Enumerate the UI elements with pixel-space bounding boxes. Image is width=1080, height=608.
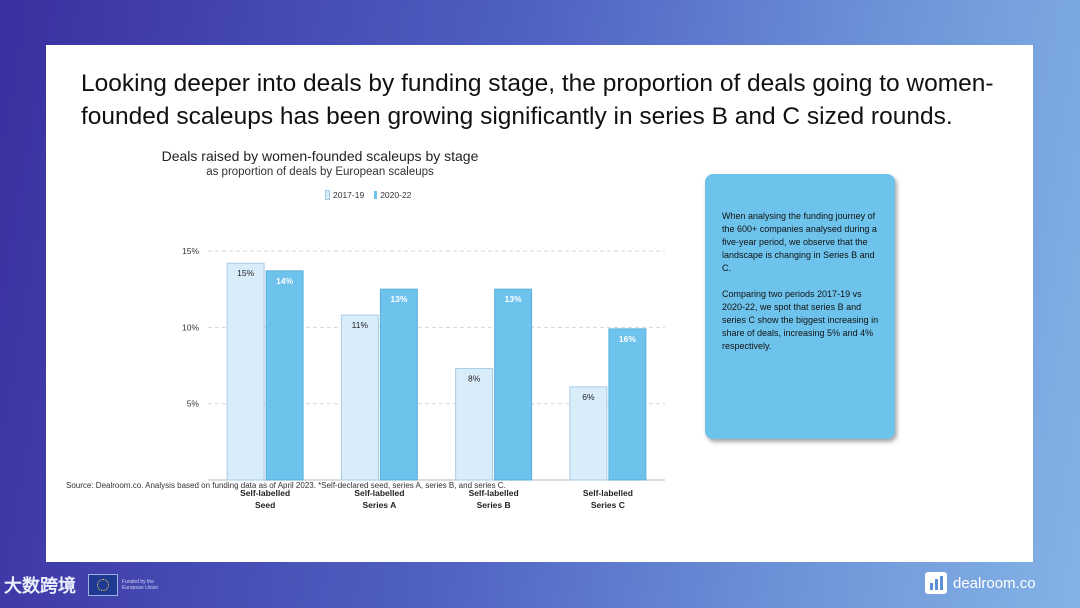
x-category-label-1-1: Series A: [363, 500, 397, 510]
insight-paragraph-2: Comparing two periods 2017-19 vs 2020-22…: [722, 289, 879, 351]
watermark-logo: 大数跨境: [4, 576, 76, 597]
legend-label-2020: 2020-22: [380, 190, 412, 200]
bar-2020-22-series-b: [494, 288, 533, 481]
bar-2017-19-series-b: [455, 368, 494, 481]
data-label-2017-19-series-c: 6%: [582, 392, 595, 402]
legend-item-2020: 2020-22: [374, 190, 411, 200]
y-tick-label-5: 5%: [187, 399, 200, 409]
data-label-2017-19-seed: 15%: [237, 268, 254, 278]
eu-funding-text: Funded by the European Union: [122, 579, 159, 591]
bar-2020-22-series-a: [379, 288, 418, 481]
insight-box: When analysing the funding journey of th…: [705, 174, 895, 439]
legend-swatch-2017: [325, 190, 330, 200]
bar-2017-19-series-c: [569, 386, 608, 481]
x-category-label-0-1: Seed: [255, 500, 275, 510]
bar-2020-22-series-c: [608, 328, 647, 481]
y-tick-label-15: 15%: [182, 246, 199, 256]
legend-item-2017: 2017-19: [325, 190, 364, 200]
y-tick-label-10: 10%: [182, 322, 199, 332]
x-category-label-1-0: Self-labelled: [354, 488, 404, 498]
chart-legend: 2017-19 2020-22: [325, 190, 411, 200]
data-label-2017-19-series-b: 8%: [468, 374, 481, 384]
x-category-label-2-1: Series B: [477, 500, 511, 510]
data-label-2020-22-series-c: 16%: [619, 334, 636, 344]
bar-2017-19-seed: [226, 262, 265, 481]
chart-title: Deals raised by women-founded scaleups b…: [161, 148, 479, 164]
slide-headline: Looking deeper into deals by funding sta…: [81, 70, 994, 130]
x-category-label-2-0: Self-labelled: [469, 488, 519, 498]
x-category-label-3-0: Self-labelled: [583, 488, 633, 498]
bar-2020-22-seed: [265, 270, 304, 481]
data-label-2020-22-series-a: 13%: [390, 294, 407, 304]
data-label-2020-22-series-b: 13%: [505, 294, 522, 304]
source-note: Source: Dealroom.co. Analysis based on f…: [66, 481, 506, 490]
legend-label-2017: 2017-19: [333, 190, 365, 200]
chart-subtitle: as proportion of deals by European scale…: [206, 166, 434, 178]
insight-paragraph-1: When analysing the funding journey of th…: [722, 211, 877, 273]
brand-name: dealroom.co: [953, 574, 1036, 592]
dealroom-logo-icon: [925, 572, 947, 594]
bar-2017-19-series-a: [340, 314, 379, 481]
bar-chart: 5% 10% 15% 15% 14% Self-labelled Seed 11% 13% Sel…: [182, 246, 665, 510]
eu-flag-icon: [88, 574, 118, 596]
x-category-label-0-0: Self-labelled: [240, 488, 290, 498]
footer-left: 大数跨境 Funded by the European Union: [4, 572, 172, 598]
data-label-2017-19-series-a: 11%: [352, 320, 369, 330]
data-label-2020-22-seed: 14%: [276, 276, 293, 286]
x-category-label-3-1: Series C: [591, 500, 625, 510]
legend-swatch-2020: [374, 191, 378, 199]
dealroom-brand: dealroom.co: [925, 572, 1036, 594]
